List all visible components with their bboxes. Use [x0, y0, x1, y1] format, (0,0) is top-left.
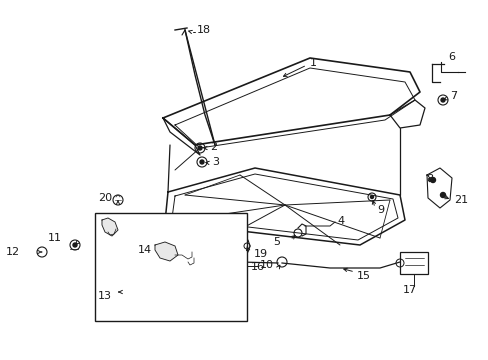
Circle shape	[73, 243, 77, 247]
Polygon shape	[102, 218, 118, 236]
Polygon shape	[163, 58, 419, 145]
Text: 15: 15	[356, 271, 370, 281]
Polygon shape	[426, 168, 451, 208]
Circle shape	[440, 98, 444, 102]
Text: 3: 3	[212, 157, 219, 167]
Text: 10: 10	[260, 260, 273, 270]
Text: 21: 21	[453, 195, 467, 205]
Text: 18: 18	[197, 25, 211, 35]
Text: 11: 11	[48, 233, 62, 243]
Text: 2: 2	[209, 142, 217, 152]
Text: 19: 19	[253, 249, 267, 259]
Polygon shape	[155, 242, 178, 261]
Polygon shape	[389, 100, 424, 128]
Text: 16: 16	[250, 262, 264, 272]
Text: 6: 6	[447, 52, 454, 62]
Text: 14: 14	[138, 245, 152, 255]
Text: 17: 17	[402, 285, 416, 295]
Text: 4: 4	[336, 216, 344, 226]
Text: 7: 7	[449, 91, 456, 101]
Text: 12: 12	[6, 247, 20, 257]
Polygon shape	[164, 168, 404, 245]
Bar	[399, 252, 427, 274]
Text: 5: 5	[272, 237, 280, 247]
Circle shape	[200, 160, 203, 164]
Circle shape	[198, 146, 202, 150]
Circle shape	[440, 193, 445, 198]
Circle shape	[429, 177, 435, 183]
Text: 13: 13	[98, 291, 112, 301]
Text: 9: 9	[376, 205, 384, 215]
Circle shape	[370, 195, 373, 198]
Text: 8: 8	[425, 174, 432, 184]
Text: 20: 20	[98, 193, 112, 203]
Text: 1: 1	[309, 58, 316, 68]
Bar	[95, 213, 246, 321]
Polygon shape	[163, 118, 200, 155]
